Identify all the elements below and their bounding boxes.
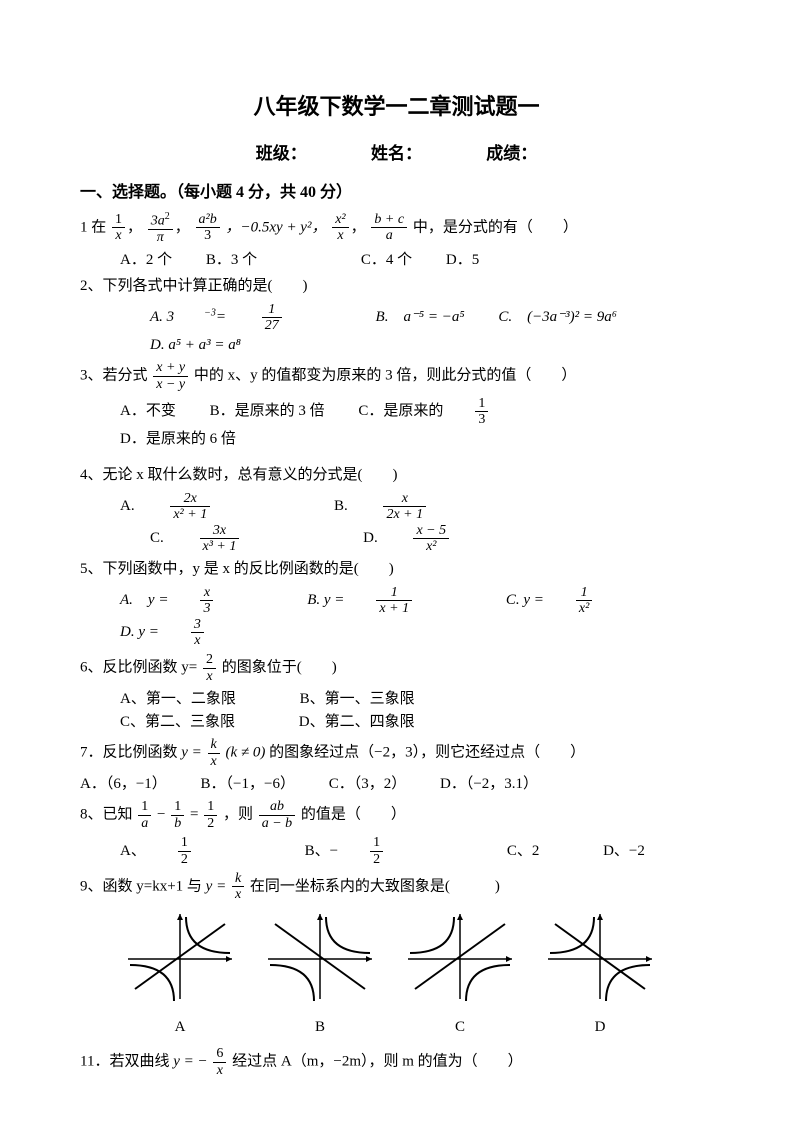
question-5: 5、下列函数中，y 是 x 的反比例函数的是( ) (80, 558, 713, 581)
q9-graph-labels: A B C D (120, 1016, 713, 1039)
subheader: 班级： 姓名： 成绩： (80, 141, 713, 167)
class-label: 班级： (256, 141, 307, 167)
q1-opt-c: C．4 个 (361, 249, 412, 272)
q7-post: 的图象经过点（−2，3），则它还经过点（ ） (269, 745, 585, 761)
q9-graph-a (120, 909, 240, 1004)
q6-frac: 2x (203, 652, 216, 684)
q7-opt-c: C．（3，2） (329, 776, 407, 792)
q7-options: A．（6，−1） B．（−1，−6） C．（3，2） D．（−2，3.1） (80, 773, 713, 796)
q8-options: A、12 B、− 12 C、2 D、−2 (120, 835, 713, 867)
q1-opt-a: A．2 个 (120, 249, 172, 272)
q8-f2: 1b (171, 799, 184, 831)
q7-frac: kx (208, 737, 220, 769)
score-label: 成绩： (486, 141, 537, 167)
page-title: 八年级下数学一二章测试题一 (80, 90, 713, 123)
q9-label-a: A (120, 1016, 240, 1039)
q7-opt-d: D．（−2，3.1） (440, 776, 538, 792)
q1-suffix: 中，是分式的有（ ） (413, 219, 578, 235)
q9-pre: 9、函数 y=kx+1 与 (80, 878, 206, 894)
q1-frac2: 3a2π (148, 211, 173, 245)
q6-options-row1: A、第一、二象限 B、第一、三象限 (120, 688, 713, 711)
q9-graph-d (540, 909, 660, 1004)
q5-opt-c: C. y = 1x² (506, 585, 652, 617)
q4-opt-c: C. 3xx³ + 1 (150, 523, 299, 555)
question-4: 4、无论 x 取什么数时，总有意义的分式是( ) (80, 464, 713, 487)
q2-opt-c: C. (−3a⁻³)² = 9a⁶ (498, 306, 617, 329)
q4-opt-b: B. x2x + 1 (334, 491, 486, 523)
q6-post: 的图象位于( ) (222, 660, 337, 676)
q1-opt-d: D．5 (446, 249, 479, 272)
q11-pre: 11．若双曲线 (80, 1054, 173, 1070)
q6-opt-c: C、第二、三象限 (120, 711, 235, 734)
q2-options: A. 3−3 = 127 B. a⁻⁵ = −a⁵ C. (−3a⁻³)² = … (150, 302, 713, 356)
q4-opt-d: D. x − 5x² (363, 523, 509, 555)
q4-opt-a: A. 2xx² + 1 (120, 491, 270, 523)
q7-opt-b: B．（−1，−6） (201, 776, 295, 792)
q9-label-d: D (540, 1016, 660, 1039)
question-8: 8、已知 1a − 1b = 12 ，则 aba − b 的值是（ ） (80, 799, 713, 831)
q1-mid: ，−0.5xy + y²， (226, 219, 327, 235)
q2-opt-a: A. 3−3 = 127 (150, 302, 342, 334)
q9-graphs (120, 909, 713, 1004)
q1-frac1: 1x (112, 212, 125, 244)
q3-pre: 3、若分式 (80, 368, 148, 384)
question-3: 3、若分式 x + yx − y 中的 x、y 的值都变为原来的 3 倍，则此分… (80, 360, 713, 392)
question-9: 9、函数 y=kx+1 与 y = kx 在同一坐标系内的大致图象是( ) (80, 871, 713, 903)
q2-opt-b: B. a⁻⁵ = −a⁵ (376, 306, 465, 329)
q6-pre: 6、反比例函数 y= (80, 660, 197, 676)
q8-opt-a: A、12 (120, 835, 251, 867)
question-7: 7．反比例函数 y = kx (k ≠ 0) 的图象经过点（−2，3），则它还经… (80, 737, 713, 769)
q7-opt-a: A．（6，−1） (80, 776, 167, 792)
q9-graph-c (400, 909, 520, 1004)
q5-options: A. y = x3 B. y = 1x + 1 C. y = 1x² D. y … (120, 585, 713, 649)
q11-frac: 6x (213, 1046, 226, 1078)
q6-options-row2: C、第二、三象限 D、第二、四象限 (120, 711, 713, 734)
q3-post: 中的 x、y 的值都变为原来的 3 倍，则此分式的值（ ） (194, 368, 577, 384)
q7-yeq: y = (181, 745, 205, 761)
q8-opt-c: C、2 (507, 840, 540, 863)
q4-options: A. 2xx² + 1 B. x2x + 1 C. 3xx³ + 1 D. x … (120, 491, 713, 555)
q3-options: A．不变 B．是原来的 3 倍 C．是原来的13 D．是原来的 6 倍 (120, 396, 713, 450)
question-1: 1 在 1x， 3a2π， a²b3 ，−0.5xy + y²， x²x， b … (80, 211, 713, 245)
q5-opt-d: D. y = 3x (120, 617, 264, 649)
q6-opt-b: B、第一、三象限 (300, 688, 415, 711)
q1-opt-b: B．3 个 (206, 249, 257, 272)
q1-options: A．2 个 B．3 个 C．4 个 D．5 (120, 249, 713, 272)
q8-f3: 12 (204, 799, 217, 831)
q9-label-c: C (400, 1016, 520, 1039)
q3-opt-d: D．是原来的 6 倍 (120, 428, 236, 451)
section-1-header: 一、选择题。（每小题 4 分，共 40 分） (80, 181, 713, 205)
q1-frac5: b + ca (371, 212, 407, 244)
q9-frac: kx (232, 871, 244, 903)
q5-opt-a: A. y = x3 (120, 585, 273, 617)
q8-f1: 1a (138, 799, 151, 831)
q7-cond: (k ≠ 0) (226, 745, 266, 761)
q1-frac3: a²b3 (196, 212, 220, 244)
q9-label-b: B (260, 1016, 380, 1039)
q1-frac4: x²x (332, 212, 348, 244)
q3-frac: x + yx − y (153, 360, 188, 392)
name-label: 姓名： (371, 141, 422, 167)
q2-opt-d: D. a⁵ + a³ = a⁸ (150, 334, 241, 357)
q3-opt-c: C．是原来的13 (358, 396, 548, 428)
q7-pre: 7．反比例函数 (80, 745, 181, 761)
q9-post: 在同一坐标系内的大致图象是( ) (250, 878, 500, 894)
question-11: 11．若双曲线 y = − 6x 经过点 A（m，−2m），则 m 的值为（ ） (80, 1046, 713, 1078)
q6-opt-a: A、第一、二象限 (120, 688, 236, 711)
q8-pre: 8、已知 (80, 807, 133, 823)
q6-opt-d: D、第二、四象限 (299, 711, 415, 734)
question-2: 2、下列各式中计算正确的是( ) (80, 275, 713, 298)
q9-graph-b (260, 909, 380, 1004)
q1-prefix: 1 在 (80, 219, 106, 235)
question-6: 6、反比例函数 y= 2x 的图象位于( ) (80, 652, 713, 684)
q3-opt-b: B．是原来的 3 倍 (210, 400, 325, 423)
q11-post: 经过点 A（m，−2m），则 m 的值为（ ） (232, 1054, 523, 1070)
q8-f4: aba − b (259, 799, 295, 831)
q8-opt-b: B、− 12 (305, 835, 443, 867)
q8-opt-d: D、−2 (603, 840, 645, 863)
q3-opt-a: A．不变 (120, 400, 176, 423)
q5-opt-b: B. y = 1x + 1 (307, 585, 472, 617)
